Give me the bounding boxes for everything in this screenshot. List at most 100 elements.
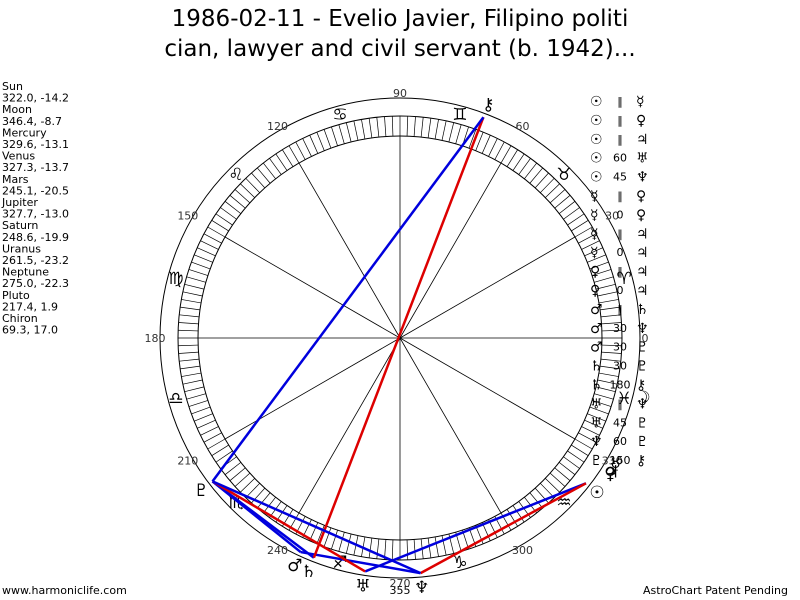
ring-tick bbox=[599, 306, 620, 311]
ring-tick bbox=[215, 450, 233, 463]
aspect-planet: ☿ bbox=[590, 226, 599, 242]
ring-tick bbox=[368, 118, 373, 139]
ring-tick bbox=[194, 254, 213, 263]
planet-glyph: ☽ bbox=[635, 388, 650, 408]
degree-label: 150 bbox=[177, 210, 198, 223]
ring-tick bbox=[309, 135, 319, 154]
ring-tick bbox=[179, 358, 200, 362]
aspect-type: 45 bbox=[613, 416, 627, 429]
aspect-planet: ♃ bbox=[636, 264, 649, 280]
ring-tick bbox=[191, 261, 211, 270]
aspect-planet: ♇ bbox=[636, 340, 649, 356]
planet-glyph: ☿ bbox=[610, 456, 620, 476]
ring-tick bbox=[338, 124, 345, 144]
aspect-planet: ☿ bbox=[636, 94, 645, 110]
ring-tick bbox=[427, 537, 432, 558]
spoke bbox=[298, 337, 401, 514]
aspect-line bbox=[211, 480, 366, 573]
ring-tick bbox=[345, 122, 352, 143]
planet-coords: 329.6, -13.1 bbox=[2, 138, 69, 151]
ring-tick bbox=[220, 207, 237, 220]
ring-tick bbox=[455, 124, 462, 144]
aspect-type: 30 bbox=[613, 322, 627, 335]
aspect-line bbox=[211, 480, 315, 559]
ring-tick bbox=[587, 254, 606, 263]
ring-tick bbox=[488, 138, 498, 157]
planet-glyph: ♂ bbox=[287, 556, 302, 576]
ring-tick bbox=[567, 450, 585, 463]
ring-tick bbox=[338, 532, 345, 552]
aspect-planet: ☿ bbox=[590, 245, 599, 261]
ring-tick bbox=[207, 226, 226, 238]
aspect-type: ‖ bbox=[617, 265, 623, 278]
ring-tick bbox=[345, 533, 352, 554]
ring-tick bbox=[323, 129, 332, 149]
ring-tick bbox=[179, 314, 200, 318]
planet-coords: 275.0, -22.3 bbox=[2, 277, 69, 290]
ring-tick bbox=[567, 213, 585, 226]
ring-tick bbox=[229, 195, 246, 209]
ring-tick bbox=[434, 119, 439, 140]
ring-tick bbox=[224, 201, 242, 214]
planet-coords: 217.4, 1.9 bbox=[2, 300, 58, 313]
planet-coords: 327.3, -13.7 bbox=[2, 161, 69, 174]
ring-tick bbox=[434, 536, 439, 557]
aspect-planet: ♀ bbox=[636, 189, 646, 205]
degree-label: 180 bbox=[145, 332, 166, 345]
bottom-label: 355 bbox=[390, 584, 411, 597]
ring-tick bbox=[545, 478, 560, 493]
aspect-line bbox=[312, 116, 485, 559]
degree-label: 120 bbox=[267, 120, 288, 133]
ring-tick bbox=[598, 299, 619, 304]
ring-tick bbox=[571, 444, 589, 456]
ring-tick bbox=[589, 406, 609, 415]
aspect-planet: ☉ bbox=[590, 132, 603, 148]
ring-tick bbox=[581, 240, 600, 250]
ring-tick bbox=[191, 406, 211, 415]
ring-tick bbox=[186, 393, 206, 400]
ring-tick bbox=[529, 167, 543, 184]
spoke bbox=[399, 337, 576, 440]
aspect-type: 180 bbox=[610, 379, 631, 392]
aspect-planet: ♅ bbox=[590, 396, 603, 412]
ring-tick bbox=[245, 483, 260, 498]
ring-tick bbox=[518, 158, 531, 175]
aspect-planet: ☉ bbox=[590, 151, 603, 167]
ring-tick bbox=[594, 276, 614, 283]
ring-tick bbox=[592, 400, 612, 407]
planet-name: Mercury bbox=[2, 126, 47, 139]
planet-name: Chiron bbox=[2, 312, 38, 325]
ring-tick bbox=[309, 522, 319, 541]
aspect-line bbox=[211, 116, 485, 483]
aspect-planet: ♆ bbox=[636, 170, 649, 186]
ring-tick bbox=[323, 527, 332, 547]
aspect-planet: ♆ bbox=[636, 396, 649, 412]
planet-name: Neptune bbox=[2, 266, 49, 279]
ring-tick bbox=[534, 172, 549, 189]
ring-tick bbox=[224, 462, 242, 475]
planet-coords: 322.0, -14.2 bbox=[2, 92, 69, 105]
ring-tick bbox=[413, 116, 416, 137]
ring-tick bbox=[427, 118, 432, 139]
aspect-type: 0 bbox=[617, 284, 624, 297]
ring-tick bbox=[234, 472, 251, 487]
aspect-type: 30 bbox=[613, 360, 627, 373]
ring-tick bbox=[229, 467, 246, 481]
aspect-planet: ♇ bbox=[636, 359, 649, 375]
degree-label: 270 bbox=[390, 577, 411, 590]
ring-tick bbox=[600, 358, 621, 362]
ring-tick bbox=[178, 351, 199, 354]
ring-tick bbox=[571, 220, 589, 232]
planet-coords: 346.4, -8.7 bbox=[2, 115, 62, 128]
planet-coords: 69.3, 17.0 bbox=[2, 324, 58, 337]
aspect-planet: ☉ bbox=[590, 113, 603, 129]
aspect-line bbox=[364, 482, 587, 573]
aspect-line bbox=[419, 482, 587, 575]
ring-tick bbox=[257, 492, 271, 509]
ring-tick bbox=[601, 329, 622, 332]
ring-tick bbox=[240, 478, 255, 493]
ring-tick bbox=[391, 539, 394, 560]
ring-tick bbox=[549, 472, 566, 487]
ring-tick bbox=[288, 145, 300, 164]
